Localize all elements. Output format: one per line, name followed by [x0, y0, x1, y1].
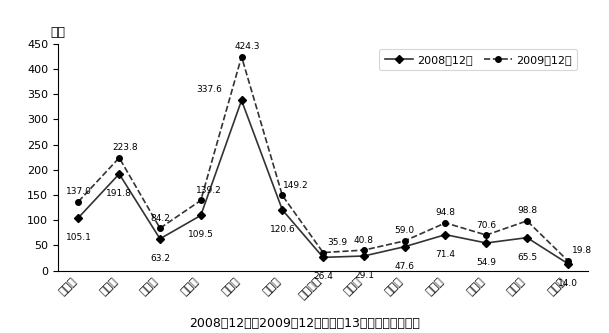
Legend: 2008年12月, 2009年12月: 2008年12月, 2009年12月	[379, 49, 577, 70]
Text: 94.8: 94.8	[435, 208, 456, 217]
2008年12月	[238, 98, 245, 102]
Line: 2008年12月: 2008年12月	[76, 97, 571, 267]
Text: 71.4: 71.4	[435, 250, 456, 259]
Text: 120.6: 120.6	[269, 225, 295, 234]
Text: 亿元: 亿元	[51, 26, 66, 39]
2008年12月	[279, 208, 286, 212]
2008年12月	[401, 245, 408, 249]
Text: 65.5: 65.5	[517, 253, 537, 262]
Text: 84.2: 84.2	[150, 214, 170, 223]
2009年12月	[482, 233, 490, 237]
Text: 14.0: 14.0	[558, 279, 578, 288]
Text: 40.8: 40.8	[354, 235, 374, 244]
Text: 149.2: 149.2	[283, 181, 309, 190]
Text: 337.6: 337.6	[196, 85, 222, 94]
2009年12月	[401, 239, 408, 243]
2009年12月	[361, 248, 368, 252]
Text: 19.8: 19.8	[572, 246, 592, 255]
Text: 223.8: 223.8	[112, 143, 138, 152]
Text: 105.1: 105.1	[66, 233, 91, 242]
2008年12月	[320, 255, 327, 259]
2009年12月	[523, 219, 530, 223]
2008年12月	[523, 236, 530, 240]
2008年12月	[116, 172, 123, 176]
Text: 70.6: 70.6	[476, 220, 496, 229]
Text: 63.2: 63.2	[150, 254, 170, 263]
2009年12月	[157, 226, 164, 230]
2009年12月	[442, 221, 449, 225]
2008年12月	[75, 216, 82, 220]
Text: 47.6: 47.6	[395, 262, 415, 271]
Text: 98.8: 98.8	[517, 206, 537, 215]
Text: 29.1: 29.1	[354, 271, 374, 280]
Text: 54.9: 54.9	[476, 258, 496, 267]
2008年12月	[564, 262, 571, 266]
2009年12月	[564, 259, 571, 263]
Text: 26.4: 26.4	[313, 272, 333, 281]
2009年12月	[320, 250, 327, 254]
Text: 109.5: 109.5	[188, 230, 214, 239]
Text: 2008年12月与2009年12月江苏省13省辖市工业增加值: 2008年12月与2009年12月江苏省13省辖市工业增加值	[189, 317, 420, 330]
2008年12月	[482, 241, 490, 245]
2009年12月	[197, 198, 205, 202]
2009年12月	[279, 193, 286, 197]
Text: 139.2: 139.2	[196, 186, 222, 195]
2008年12月	[197, 213, 205, 217]
2008年12月	[442, 233, 449, 237]
Text: 35.9: 35.9	[327, 238, 347, 247]
2008年12月	[157, 237, 164, 241]
Text: 191.8: 191.8	[106, 189, 132, 198]
2009年12月	[238, 55, 245, 59]
Text: 59.0: 59.0	[395, 226, 415, 235]
Line: 2009年12月: 2009年12月	[76, 54, 571, 263]
Text: 424.3: 424.3	[234, 42, 260, 51]
2008年12月	[361, 254, 368, 258]
2009年12月	[116, 156, 123, 160]
2009年12月	[75, 199, 82, 203]
Text: 137.0: 137.0	[66, 187, 91, 196]
